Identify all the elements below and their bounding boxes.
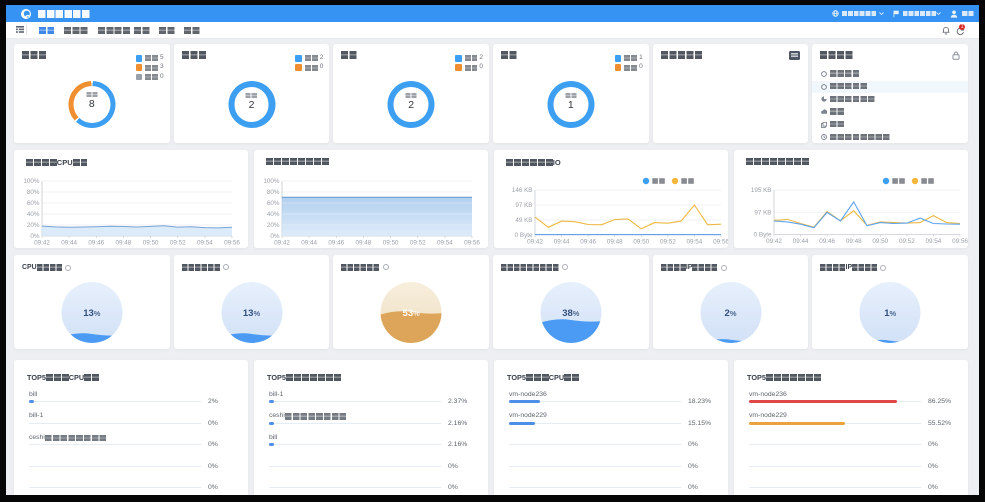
svg-text:09:46: 09:46 (819, 238, 835, 245)
svg-text:0%: 0% (30, 233, 40, 240)
svg-text:60%: 60% (267, 200, 280, 207)
svg-text:09:50: 09:50 (143, 240, 159, 247)
svg-text:09:50: 09:50 (633, 239, 649, 246)
svg-text:09:48: 09:48 (846, 238, 862, 245)
svg-text:100%: 100% (23, 178, 40, 185)
svg-text:146 KB: 146 KB (512, 187, 533, 194)
svg-text:09:44: 09:44 (554, 239, 570, 246)
svg-text:09:54: 09:54 (437, 240, 453, 247)
svg-text:09:44: 09:44 (301, 240, 317, 247)
svg-text:09:46: 09:46 (328, 240, 344, 247)
svg-text:09:52: 09:52 (170, 240, 186, 247)
svg-text:09:50: 09:50 (383, 240, 399, 247)
svg-text:49 KB: 49 KB (515, 217, 532, 224)
svg-text:80%: 80% (267, 189, 280, 196)
svg-text:09:56: 09:56 (952, 238, 968, 245)
svg-text:09:48: 09:48 (356, 240, 372, 247)
svg-text:09:52: 09:52 (660, 239, 676, 246)
svg-text:09:48: 09:48 (116, 240, 132, 247)
svg-text:09:54: 09:54 (687, 239, 703, 246)
svg-text:09:44: 09:44 (793, 238, 809, 245)
svg-text:09:42: 09:42 (274, 240, 290, 247)
svg-text:09:50: 09:50 (872, 238, 888, 245)
svg-text:09:42: 09:42 (527, 239, 543, 246)
svg-text:09:52: 09:52 (899, 238, 915, 245)
svg-text:97 KB: 97 KB (515, 202, 532, 209)
svg-text:100%: 100% (263, 178, 280, 185)
svg-text:40%: 40% (27, 211, 40, 218)
svg-text:09:56: 09:56 (464, 240, 480, 247)
svg-text:09:54: 09:54 (197, 240, 213, 247)
svg-text:09:42: 09:42 (34, 240, 50, 247)
svg-text:09:56: 09:56 (224, 240, 240, 247)
svg-text:0 Byte: 0 Byte (754, 232, 772, 239)
svg-text:09:52: 09:52 (410, 240, 426, 247)
svg-text:09:42: 09:42 (766, 238, 782, 245)
svg-text:09:56: 09:56 (713, 239, 728, 246)
svg-text:0 Byte: 0 Byte (515, 232, 533, 239)
svg-text:09:44: 09:44 (61, 240, 77, 247)
svg-text:09:54: 09:54 (926, 238, 942, 245)
svg-text:0%: 0% (270, 233, 280, 240)
svg-text:20%: 20% (27, 222, 40, 229)
svg-text:80%: 80% (27, 189, 40, 196)
svg-text:40%: 40% (267, 211, 280, 218)
svg-text:09:48: 09:48 (607, 239, 623, 246)
svg-text:09:46: 09:46 (580, 239, 596, 246)
svg-text:60%: 60% (27, 200, 40, 207)
svg-text:20%: 20% (267, 222, 280, 229)
svg-text:195 KB: 195 KB (751, 187, 772, 194)
svg-text:09:46: 09:46 (88, 240, 104, 247)
svg-text:97 KB: 97 KB (754, 209, 771, 216)
